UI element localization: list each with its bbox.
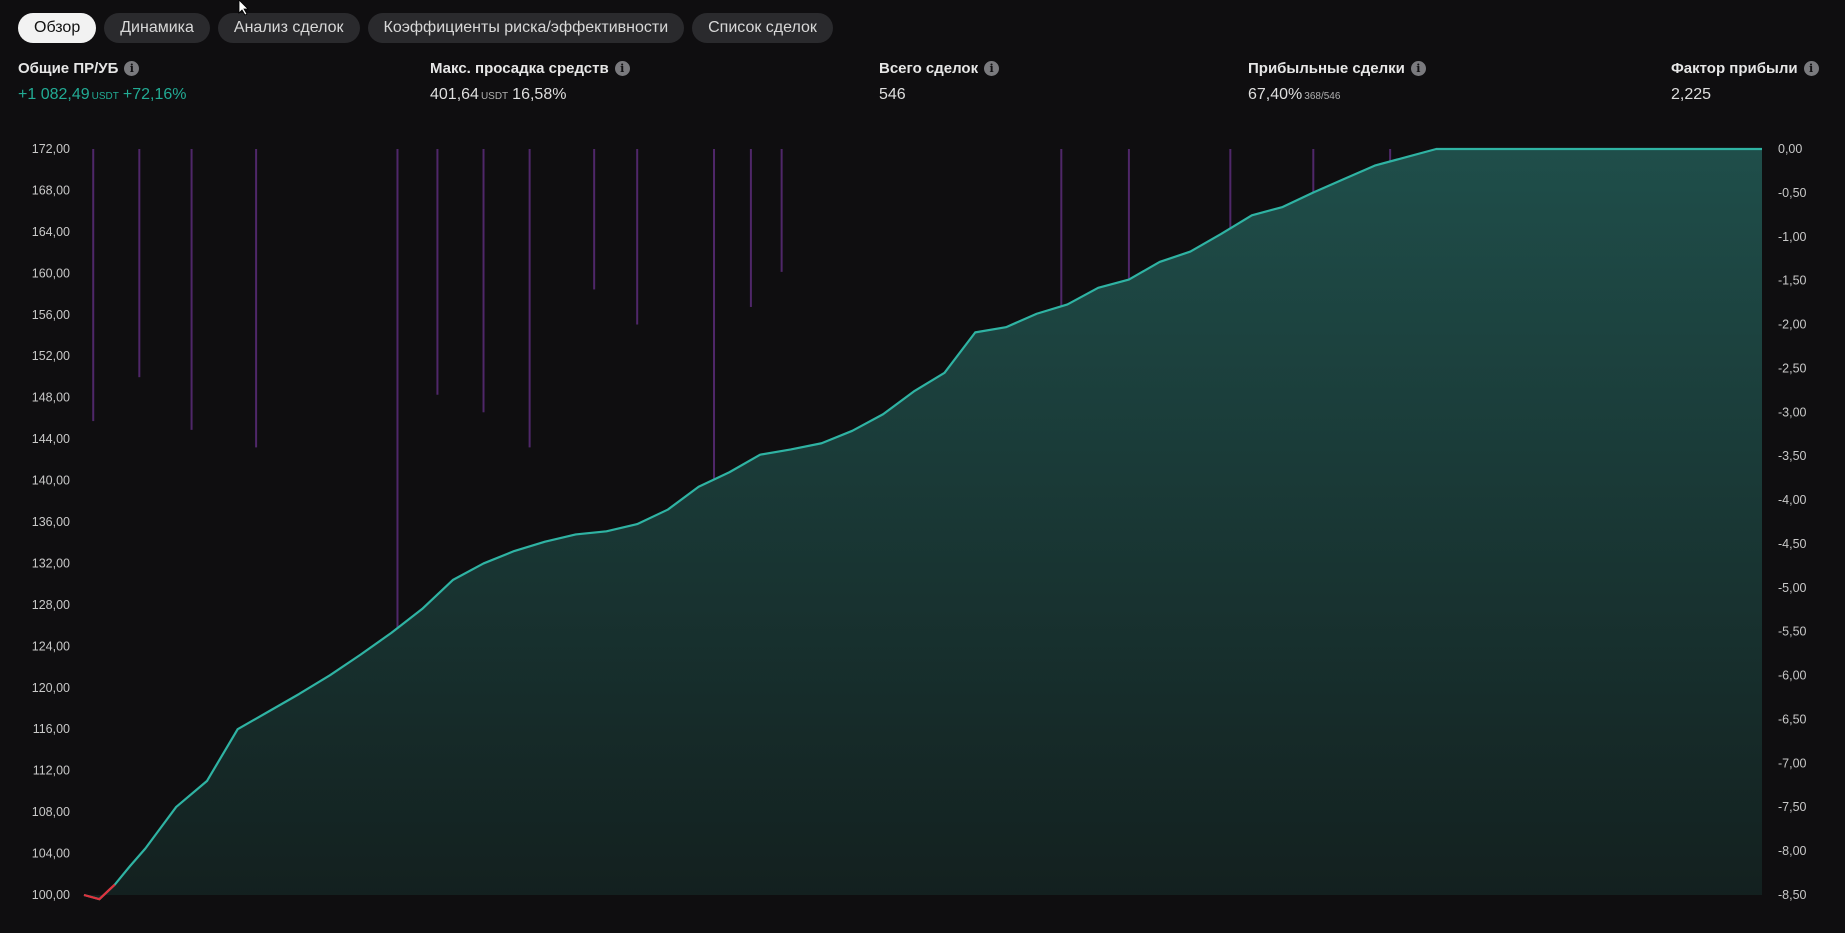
stat-label: Всего сделок — [879, 60, 979, 77]
drawdown-bar — [92, 149, 95, 422]
stat-label: Фактор прибыли — [1671, 60, 1798, 77]
right-axis-tick-label: -1,50 — [1778, 274, 1807, 288]
stat-unit: USDT — [480, 91, 509, 102]
left-axis-tick-label: 132,00 — [32, 556, 70, 570]
drawdown-bar — [436, 149, 439, 395]
right-axis-tick-label: -5,00 — [1778, 581, 1807, 595]
tab-trade-analysis[interactable]: Анализ сделок — [217, 13, 360, 43]
equity-chart: 172,00 168,00 164,00 160,00 156,00 152,00 148,… — [32, 142, 1807, 902]
stat-total-trades: Всего сделок i 546 — [879, 60, 1000, 104]
drawdown-bar — [749, 149, 752, 307]
left-axis-tick-label: 112,00 — [33, 764, 70, 778]
drawdown-bar — [255, 149, 258, 448]
drawdown-bar — [396, 149, 399, 720]
left-axis-tick-label: 104,00 — [32, 847, 70, 861]
right-axis-tick-label: -7,00 — [1778, 756, 1807, 770]
stat-value: 2,225 — [1671, 86, 1712, 103]
stat-profit-factor: Фактор прибыли i 2,225 — [1671, 60, 1819, 104]
equity-line — [83, 147, 1762, 901]
tab-dynamics[interactable]: Динамика — [104, 13, 210, 43]
info-icon[interactable]: i — [1410, 61, 1426, 76]
equity-area — [84, 149, 1762, 900]
stat-net-profit: Общие ПР/УБ i +1 082,49 USDT +72,16% — [18, 60, 186, 104]
equity-loss-segment — [83, 883, 116, 901]
right-axis-tick-label: -0,50 — [1778, 186, 1807, 200]
info-icon[interactable]: i — [1803, 61, 1819, 76]
stat-value: 67,40% — [1248, 86, 1303, 103]
tab-trade-list[interactable]: Список сделок — [692, 13, 833, 43]
left-axis-tick-label: 152,00 — [32, 349, 70, 363]
drawdown-bar — [190, 149, 193, 430]
info-icon[interactable]: i — [984, 61, 1000, 76]
left-axis-tick-label: 108,00 — [32, 805, 70, 819]
left-axis-tick-label: 124,00 — [32, 639, 70, 653]
stat-label: Прибыльные сделки — [1248, 60, 1405, 77]
drawdown-bar — [1060, 149, 1063, 334]
right-axis-tick-label: -4,00 — [1778, 493, 1807, 507]
left-axis-tick-label: 100,00 — [32, 888, 70, 902]
drawdown-bar — [713, 149, 716, 544]
right-axis-tick-label: -8,00 — [1778, 844, 1807, 858]
tab-risk-ratios[interactable]: Коэффициенты риска/эффективности — [367, 13, 685, 43]
right-axis-tick-label: -6,50 — [1778, 712, 1807, 726]
right-axis-tick-label: -3,50 — [1778, 449, 1807, 463]
left-axis-tick-label: 116,00 — [33, 722, 70, 736]
info-icon[interactable]: i — [124, 61, 140, 76]
right-axis-tick-label: -4,50 — [1778, 537, 1807, 551]
left-axis-tick-label: 156,00 — [32, 308, 70, 322]
stat-label: Макс. просадка средств — [430, 60, 609, 77]
left-axis-tick-label: 140,00 — [32, 474, 70, 488]
drawdown-bar — [593, 149, 596, 290]
left-axis-tick-label: 136,00 — [32, 515, 70, 529]
right-axis-tick-label: -6,00 — [1778, 669, 1807, 683]
left-axis-tick-label: 164,00 — [32, 225, 70, 239]
right-axis-tick-label: -1,00 — [1778, 230, 1807, 244]
right-axis-tick-label: -2,00 — [1778, 318, 1807, 332]
left-axis-tick-label: 168,00 — [32, 183, 70, 197]
left-axis-tick-label: 128,00 — [32, 598, 70, 612]
left-axis-tick-label: 120,00 — [32, 681, 70, 695]
right-axis-tick-label: -3,00 — [1778, 405, 1807, 419]
stat-max-drawdown: Макс. просадка средств i 401,64 USDT 16,58% — [430, 60, 630, 104]
drawdown-bar — [780, 149, 783, 272]
left-axis-tick-label: 172,00 — [32, 142, 70, 156]
info-icon[interactable]: i — [614, 61, 630, 76]
left-axis-tick-label: 144,00 — [32, 432, 70, 446]
right-axis-tick-label: 0,00 — [1778, 142, 1802, 156]
mouse-cursor-icon — [238, 0, 249, 16]
stat-value: 546 — [879, 86, 906, 103]
right-axis-tick-label: -7,50 — [1778, 800, 1807, 814]
stat-value: 401,64 — [430, 86, 479, 103]
right-axis-tick-label: -8,50 — [1778, 888, 1807, 902]
tab-overview[interactable]: Обзор — [18, 13, 97, 43]
stat-profitable-trades: Прибыльные сделки i 67,40% 368/546 — [1248, 60, 1426, 104]
left-axis-tick-label: 148,00 — [32, 391, 70, 405]
right-axis-tick-label: -5,50 — [1778, 625, 1807, 639]
stat-extra: 16,58% — [512, 86, 567, 103]
right-axis-tick-label: -2,50 — [1778, 361, 1807, 375]
stat-extra: +72,16% — [122, 86, 187, 103]
drawdown-bar — [138, 149, 141, 378]
tab-bar: Обзор Динамика Анализ сделок Коэффициент… — [18, 13, 833, 43]
stat-extra: 368/546 — [1304, 91, 1341, 102]
drawdown-bar — [482, 149, 485, 413]
drawdown-bar — [528, 149, 531, 448]
stat-label: Общие ПР/УБ — [18, 60, 119, 77]
left-axis-tick-label: 160,00 — [32, 266, 70, 280]
stat-unit: USDT — [91, 91, 119, 102]
drawdown-bar — [636, 149, 639, 325]
stat-value: +1 082,49 — [18, 86, 90, 103]
